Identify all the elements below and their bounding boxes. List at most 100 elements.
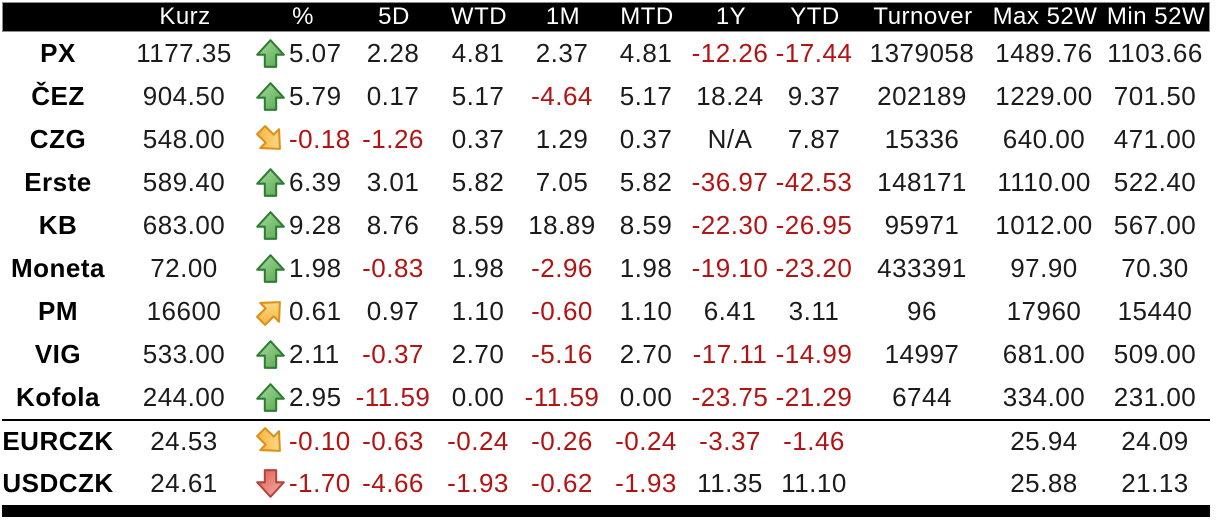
- turnover-value: 95971: [884, 210, 960, 240]
- d5-value: 2.28: [366, 38, 420, 68]
- kurz-value: 24.61: [150, 468, 218, 498]
- mtd-value: 1.10: [619, 296, 673, 326]
- wtd-value: 1.10: [451, 296, 505, 326]
- table-header-row: Kurz% 5D WTD 1M MTD 1Y YTD Turnover Max 52W Min 5…: [2, 2, 1210, 32]
- percent-value: -0.18: [289, 124, 351, 154]
- m1-value: -4.64: [531, 81, 593, 111]
- max52w-value: 1012.00: [995, 210, 1093, 240]
- m1-value: -0.60: [531, 296, 593, 326]
- wtd-value: 4.81: [451, 38, 505, 68]
- m1-value: -11.59: [524, 382, 600, 412]
- ytd-value: 9.37: [787, 81, 841, 111]
- y1-value: 18.24: [696, 81, 764, 111]
- min52w-value: 231.00: [1113, 382, 1197, 412]
- mtd-value: 5.17: [619, 81, 673, 111]
- max52w-value: 25.88: [1010, 468, 1078, 498]
- max52w-value: 25.94: [1010, 426, 1078, 456]
- table-row: USDCZK 24.61 -1.70 -4.66 -1.93 -0.62 -1.…: [2, 462, 1210, 505]
- mtd-value: 4.81: [619, 38, 673, 68]
- mtd-value: 0.37: [619, 124, 673, 154]
- percent-cell: 0.61: [250, 291, 350, 332]
- percent-value: 2.11: [289, 339, 340, 369]
- percent-cell: 9.28: [254, 210, 350, 241]
- percent-cell: -1.70: [254, 468, 350, 499]
- d5-value: 0.17: [366, 81, 420, 111]
- kurz-value: 72.00: [150, 253, 218, 283]
- kurz-value: 24.53: [150, 426, 218, 456]
- turnover-value: 96: [907, 296, 937, 326]
- instrument-label: VIG: [34, 339, 82, 369]
- instrument-label: KB: [38, 210, 78, 240]
- arrow-up-green-icon: [256, 383, 285, 412]
- ytd-value: -1.46: [783, 426, 845, 456]
- mtd-value: 0.00: [619, 382, 673, 412]
- ytd-value: -14.99: [775, 339, 853, 369]
- d5-value: -1.26: [362, 124, 424, 154]
- min52w-value: 15440: [1117, 296, 1193, 326]
- instrument-label: Moneta: [11, 253, 105, 283]
- instrument-label: EURCZK: [2, 426, 114, 456]
- y1-value: 6.41: [703, 296, 757, 326]
- table-row: PX 1177.35 5.07 2.28 4.81 2.37 4.81 -12.…: [2, 32, 1210, 75]
- d5-value: 8.76: [366, 210, 420, 240]
- column-header-min-52w: Min 52W: [1106, 3, 1206, 30]
- y1-value: 11.35: [697, 468, 763, 498]
- table-body: PX 1177.35 5.07 2.28 4.81 2.37 4.81 -12.…: [2, 32, 1210, 505]
- instrument-label: PX: [40, 38, 76, 68]
- wtd-value: 8.59: [451, 210, 505, 240]
- m1-value: 7.05: [535, 167, 589, 197]
- d5-value: 0.97: [366, 296, 420, 326]
- max52w-value: 1110.00: [997, 167, 1091, 197]
- mtd-value: -1.93: [615, 468, 677, 498]
- y1-value: -17.11: [692, 339, 768, 369]
- kurz-value: 683.00: [142, 210, 226, 240]
- m1-value: -2.96: [531, 253, 593, 283]
- min52w-value: 701.50: [1113, 81, 1197, 111]
- table-row: VIG 533.00 2.11 -0.37 2.70 -5.16 2.70 -1…: [2, 333, 1210, 376]
- percent-value: 9.28: [289, 210, 342, 240]
- mtd-value: -0.24: [615, 426, 677, 456]
- market-overview-table: Kurz% 5D WTD 1M MTD 1Y YTD Turnover Max 52W Min 5…: [2, 2, 1210, 517]
- percent-cell: 6.39: [254, 167, 350, 198]
- min52w-value: 567.00: [1113, 210, 1197, 240]
- percent-cell: 5.79: [254, 81, 350, 112]
- y1-value: -19.10: [691, 253, 769, 283]
- bottom-bar: [2, 505, 1210, 517]
- d5-value: -0.83: [362, 253, 424, 283]
- turnover-value: 6744: [892, 382, 952, 412]
- percent-cell: 2.95: [254, 382, 350, 413]
- turnover-value: 433391: [877, 253, 967, 283]
- arrow-up-green-icon: [256, 254, 285, 283]
- column-header-turnover: Turnover: [873, 3, 973, 30]
- mtd-value: 8.59: [619, 210, 673, 240]
- table-row: Kofola 244.00 2.95 -11.59 0.00 -11.59 0.…: [2, 376, 1210, 419]
- percent-value: 2.95: [289, 382, 342, 412]
- column-header-wtd: WTD: [450, 3, 508, 30]
- y1-value: -3.37: [699, 426, 761, 456]
- y1-value: -22.30: [691, 210, 769, 240]
- percent-value: -0.10: [289, 426, 351, 456]
- turnover-value: 14997: [884, 339, 960, 369]
- ytd-value: 11.10: [781, 468, 847, 498]
- percent-value: -1.70: [289, 468, 351, 498]
- kurz-value: 533.00: [142, 339, 226, 369]
- percent-value: 0.61: [289, 296, 342, 326]
- kurz-value: 16600: [146, 296, 222, 326]
- instrument-label: CZG: [29, 124, 87, 154]
- max52w-value: 334.00: [1002, 382, 1086, 412]
- kurz-value: 589.40: [142, 167, 226, 197]
- instrument-label: USDCZK: [2, 468, 114, 498]
- wtd-value: -1.93: [447, 468, 509, 498]
- y1-value: -36.97: [691, 167, 769, 197]
- turnover-value: 148171: [877, 167, 967, 197]
- instrument-label: Kofola: [16, 382, 100, 412]
- table-row: EURCZK 24.53 -0.10 -0.63 -0.24 -0.26 -0.…: [2, 419, 1210, 462]
- wtd-value: 0.37: [451, 124, 505, 154]
- ytd-value: -17.44: [775, 38, 853, 68]
- table-row: PM 16600 0.61 0.97 1.10 -0.60 1.10 6.41 …: [2, 290, 1210, 333]
- column-header-1m: 1M: [545, 3, 581, 30]
- arrow-up-green-icon: [256, 39, 285, 68]
- percent-cell: 5.07: [254, 38, 350, 69]
- y1-value: -23.75: [691, 382, 769, 412]
- d5-value: -11.59: [355, 382, 431, 412]
